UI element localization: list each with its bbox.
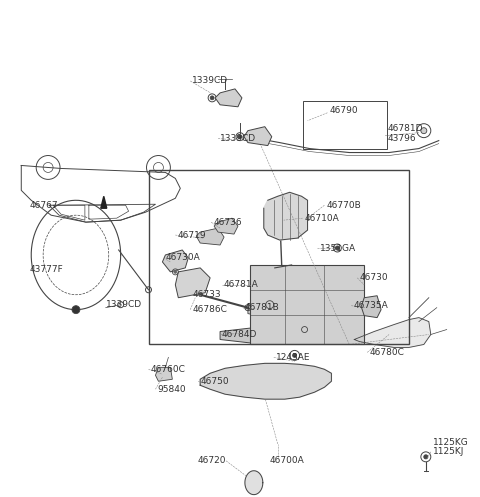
Polygon shape	[361, 296, 381, 318]
Polygon shape	[162, 250, 188, 272]
Circle shape	[424, 455, 428, 459]
Text: 46780C: 46780C	[369, 348, 404, 357]
Text: 1125KJ: 1125KJ	[433, 447, 464, 456]
Bar	[148, 170, 409, 344]
Circle shape	[336, 246, 339, 250]
Text: 46730: 46730	[359, 273, 388, 282]
Polygon shape	[156, 367, 172, 381]
Text: 43796: 43796	[387, 134, 416, 143]
Text: 95840: 95840	[157, 385, 186, 394]
Polygon shape	[200, 363, 331, 399]
Polygon shape	[220, 328, 265, 343]
Text: 1339CD: 1339CD	[220, 134, 256, 143]
Circle shape	[72, 306, 80, 314]
Text: 43777F: 43777F	[29, 265, 63, 274]
Text: 46720: 46720	[198, 456, 226, 465]
Text: 46781D: 46781D	[387, 124, 422, 133]
Text: 46760C: 46760C	[151, 365, 185, 374]
Text: 46750: 46750	[200, 377, 229, 386]
Circle shape	[421, 128, 427, 134]
Text: 1351GA: 1351GA	[320, 244, 356, 252]
Text: 46781B: 46781B	[245, 303, 280, 312]
Text: 46719: 46719	[177, 231, 206, 240]
Text: 46735A: 46735A	[353, 301, 388, 310]
Text: 46786C: 46786C	[192, 305, 227, 314]
Polygon shape	[215, 89, 242, 107]
Bar	[250, 265, 364, 344]
Text: 46700A: 46700A	[270, 456, 304, 465]
Text: 1125KG: 1125KG	[433, 438, 468, 447]
Circle shape	[238, 135, 242, 139]
Polygon shape	[175, 268, 210, 298]
Circle shape	[293, 353, 297, 357]
Text: 1339CD: 1339CD	[192, 77, 228, 85]
Text: 46781A: 46781A	[224, 280, 259, 289]
Circle shape	[210, 96, 214, 100]
Text: 46710A: 46710A	[305, 214, 339, 223]
Polygon shape	[244, 127, 272, 146]
Polygon shape	[196, 228, 224, 245]
Text: 46784D: 46784D	[222, 330, 257, 339]
Text: 46730A: 46730A	[166, 253, 200, 262]
Polygon shape	[248, 300, 273, 318]
Polygon shape	[354, 318, 431, 347]
Polygon shape	[101, 196, 107, 208]
Text: 46790: 46790	[329, 106, 358, 115]
Text: 46736: 46736	[213, 218, 242, 227]
Text: 46767: 46767	[29, 201, 58, 210]
Text: 1339CD: 1339CD	[106, 300, 142, 309]
Circle shape	[174, 270, 177, 273]
Text: 46733: 46733	[192, 290, 221, 299]
Polygon shape	[214, 218, 238, 234]
Polygon shape	[245, 471, 263, 495]
Text: 1243AE: 1243AE	[276, 353, 310, 362]
Bar	[302, 101, 387, 149]
Polygon shape	[264, 192, 308, 240]
Text: 46770B: 46770B	[326, 201, 361, 210]
